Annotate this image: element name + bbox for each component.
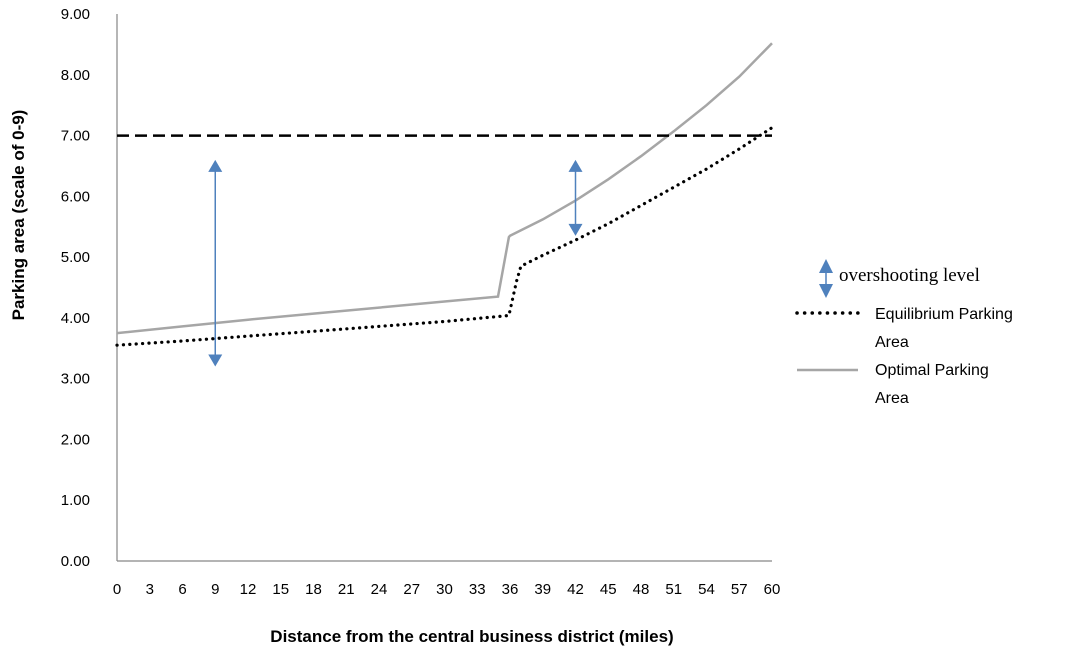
y-tick-label: 9.00 [61, 6, 90, 23]
legend-optimal-label-1: Optimal Parking [875, 362, 989, 379]
y-tick-label: 1.00 [61, 492, 90, 509]
x-tick-label: 3 [146, 581, 154, 598]
y-tick-label: 2.00 [61, 431, 90, 448]
x-tick-label: 39 [534, 581, 551, 598]
y-tick-label: 7.00 [61, 128, 90, 145]
x-tick-label: 6 [178, 581, 186, 598]
x-tick-label: 9 [211, 581, 219, 598]
x-tick-label: 24 [371, 581, 388, 598]
overshooting-arrow [568, 159, 583, 236]
y-tick-label: 4.00 [61, 310, 90, 327]
x-tick-label: 21 [338, 581, 355, 598]
axes [116, 14, 772, 562]
x-axis-title: Distance from the central business distr… [270, 627, 673, 646]
y-tick-label: 6.00 [61, 188, 90, 205]
y-tick-label: 8.00 [61, 67, 90, 84]
arrows-layer [208, 159, 583, 367]
double-arrow-icon [819, 259, 833, 298]
x-tick-label: 12 [240, 581, 257, 598]
legend-optimal-label-2: Area [875, 390, 909, 407]
x-tick-label: 54 [698, 581, 715, 598]
x-tick-label: 45 [600, 581, 617, 598]
y-tick-label: 0.00 [61, 553, 90, 570]
x-tick-label: 36 [502, 581, 519, 598]
x-tick-label: 48 [633, 581, 650, 598]
x-tick-label: 18 [305, 581, 322, 598]
x-tick-label: 42 [567, 581, 584, 598]
legend-equilibrium-label-1: Equilibrium Parking [875, 306, 1013, 323]
x-tick-label: 51 [665, 581, 682, 598]
y-tick-label: 3.00 [61, 371, 90, 388]
y-axis-title: Parking area (scale of 0-9) [9, 110, 28, 321]
x-tick-label: 33 [469, 581, 486, 598]
equilibrium-series-line [115, 126, 774, 347]
legend-arrow-label: overshooting level [839, 265, 980, 286]
legend-equilibrium-label-2: Area [875, 334, 909, 351]
series-layer [115, 42, 774, 347]
x-tick-label: 30 [436, 581, 453, 598]
y-tick-label: 5.00 [61, 249, 90, 266]
overshooting-arrow [208, 159, 223, 367]
x-tick-labels: 0 3 6 9 12 15 18 21 24 27 30 33 36 39 42 45 48 51 54 57 60 [113, 581, 781, 598]
x-tick-label: 15 [272, 581, 289, 598]
legend-double-arrow [819, 259, 833, 298]
y-tick-labels: 0.00 1.00 2.00 3.00 4.00 5.00 6.00 7.00 8.00 9.00 [61, 6, 90, 570]
x-tick-label: 27 [403, 581, 420, 598]
legend: overshooting level Equilibrium Parking A… [795, 259, 1013, 407]
optimal-series-line [116, 42, 773, 335]
x-tick-label: 0 [113, 581, 121, 598]
x-tick-label: 60 [764, 581, 781, 598]
x-tick-label: 57 [731, 581, 748, 598]
